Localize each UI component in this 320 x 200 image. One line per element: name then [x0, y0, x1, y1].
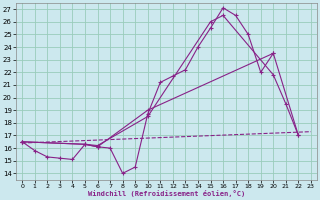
X-axis label: Windchill (Refroidissement éolien,°C): Windchill (Refroidissement éolien,°C) [88, 190, 245, 197]
